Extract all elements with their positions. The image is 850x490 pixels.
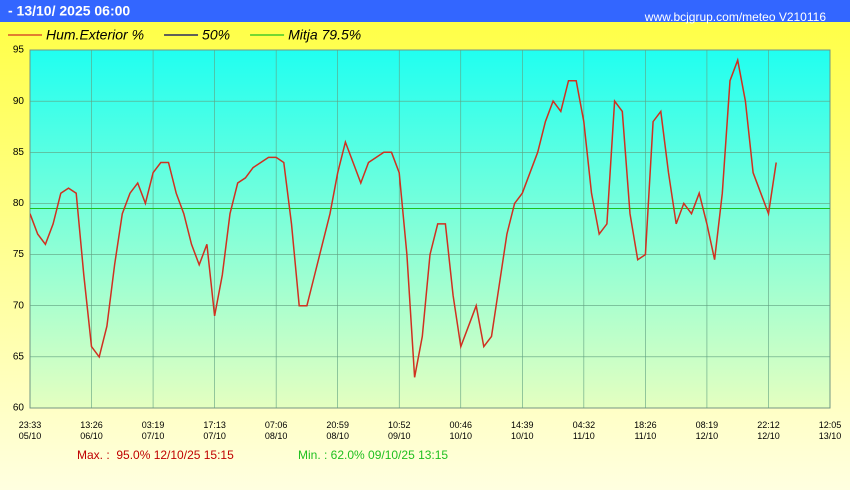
x-tick-line: 23:33 xyxy=(19,420,42,430)
x-tick-label: 04:32 11/10 xyxy=(573,420,596,441)
annotation: Min. : 62.0% 09/10/25 13:15 xyxy=(298,448,448,462)
y-tick-label: 60 xyxy=(13,403,25,414)
x-tick-line: 17:13 xyxy=(203,420,226,430)
x-tick-line: 08:19 xyxy=(696,420,719,430)
x-tick-label: 23:33 05/10 xyxy=(19,420,42,441)
x-tick-label: 12:05 13/10 xyxy=(819,420,842,441)
x-tick-line: 14:39 xyxy=(511,420,534,430)
x-tick-line: 22:12 xyxy=(757,420,780,430)
x-tick-line: 10:52 xyxy=(388,420,411,430)
x-tick-label: 10:52 09/10 xyxy=(388,420,411,441)
y-tick-label: 75 xyxy=(13,249,25,260)
annotation: Max. : 95.0% 12/10/25 15:15 xyxy=(77,448,234,462)
legend-label: Mitja 79.5% xyxy=(288,27,361,43)
x-tick-label: 20:59 08/10 xyxy=(326,420,349,441)
x-tick-label: 13:26 06/10 xyxy=(80,420,103,441)
x-tick-line: 05/10 xyxy=(19,431,42,441)
x-tick-line: 12:05 xyxy=(819,420,842,430)
x-tick-label: 08:19 12/10 xyxy=(696,420,719,441)
x-tick-line: 13/10 xyxy=(819,431,842,441)
x-tick-line: 08/10 xyxy=(326,431,349,441)
x-tick-line: 00:46 xyxy=(450,420,473,430)
chart-subtitle: www.bcjgrup.com/meteo V210116 xyxy=(644,10,827,24)
y-tick-label: 95 xyxy=(13,45,25,56)
x-tick-line: 09/10 xyxy=(388,431,411,441)
x-tick-label: 14:39 10/10 xyxy=(511,420,534,441)
header-bar xyxy=(0,0,850,22)
x-tick-line: 06/10 xyxy=(80,431,103,441)
legend-label: Hum.Exterior % xyxy=(46,27,144,43)
x-tick-line: 04:32 xyxy=(573,420,596,430)
x-tick-line: 11/10 xyxy=(634,431,656,441)
x-tick-line: 18:26 xyxy=(634,420,657,430)
x-tick-line: 13:26 xyxy=(80,420,103,430)
x-tick-line: 07/10 xyxy=(203,431,226,441)
x-tick-line: 10/10 xyxy=(450,431,473,441)
x-tick-line: 11/10 xyxy=(573,431,595,441)
x-tick-label: 18:26 11/10 xyxy=(634,420,657,441)
y-tick-label: 70 xyxy=(13,300,25,311)
x-tick-label: 03:19 07/10 xyxy=(142,420,165,441)
x-tick-label: 17:13 07/10 xyxy=(203,420,226,441)
legend-label: 50% xyxy=(202,27,230,43)
x-tick-line: 10/10 xyxy=(511,431,534,441)
x-tick-line: 07:06 xyxy=(265,420,288,430)
x-tick-label: 07:06 08/10 xyxy=(265,420,288,441)
plot-layer xyxy=(30,57,830,378)
y-tick-label: 85 xyxy=(13,147,25,158)
x-tick-label: 22:12 12/10 xyxy=(757,420,780,441)
y-tick-label: 65 xyxy=(13,351,25,362)
x-tick-line: 20:59 xyxy=(326,420,349,430)
plot-area xyxy=(29,49,831,409)
x-tick-line: 12/10 xyxy=(757,431,780,441)
x-tick-label: 00:46 10/10 xyxy=(450,420,473,441)
data-line xyxy=(30,57,777,378)
x-tick-line: 12/10 xyxy=(696,431,719,441)
y-tick-label: 80 xyxy=(13,198,25,209)
x-tick-line: 07/10 xyxy=(142,431,165,441)
chart-title: - 13/10/ 2025 06:00 xyxy=(8,3,130,19)
y-tick-label: 90 xyxy=(13,96,25,107)
x-tick-line: 08/10 xyxy=(265,431,288,441)
x-tick-line: 03:19 xyxy=(142,420,165,430)
